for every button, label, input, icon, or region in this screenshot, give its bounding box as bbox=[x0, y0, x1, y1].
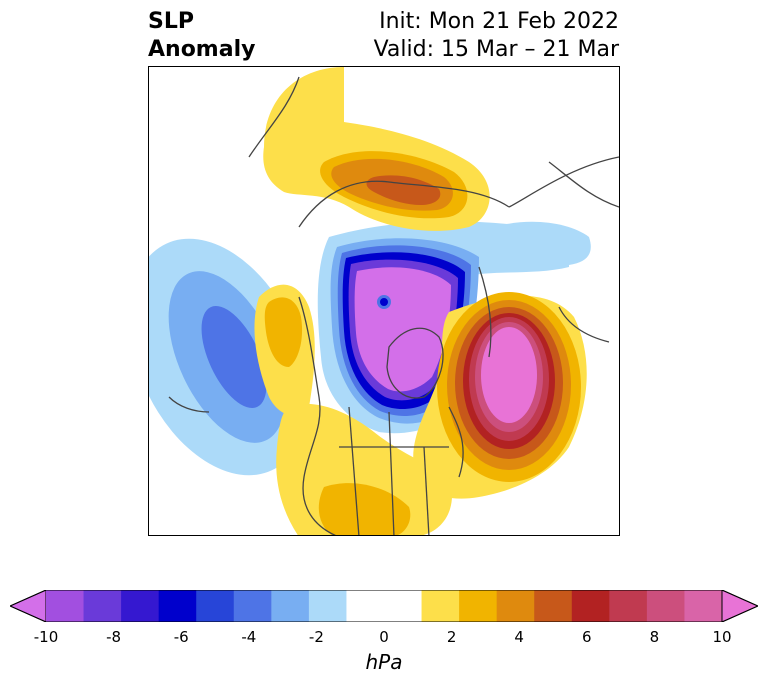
colorbar-unit: hPa bbox=[365, 650, 403, 674]
map-title: SLP Anomaly bbox=[148, 8, 255, 64]
colorbar-segment bbox=[158, 590, 197, 622]
coastlines bbox=[168, 76, 619, 535]
colorbar-segment bbox=[121, 590, 160, 622]
colorbar-tick-label: -4 bbox=[241, 628, 257, 646]
title-line-2: Anomaly bbox=[148, 37, 256, 62]
colorbar-tick-label: -8 bbox=[106, 628, 122, 646]
init-date: Init: Mon 21 Feb 2022 bbox=[379, 9, 619, 34]
colorbar-segment bbox=[496, 590, 535, 622]
colorbar-segment bbox=[571, 590, 610, 622]
colorbar-tick-label: 4 bbox=[514, 628, 524, 646]
colorbar-segment bbox=[83, 590, 122, 622]
colorbar-segment bbox=[384, 590, 423, 622]
colorbar-segment bbox=[534, 590, 573, 622]
west-coast-high-anomaly bbox=[254, 284, 315, 416]
colorbar-segment bbox=[233, 590, 272, 622]
colorbar-arrow-right bbox=[721, 589, 760, 623]
colorbar bbox=[8, 589, 760, 623]
siberian-high-anomaly bbox=[263, 67, 490, 231]
colorbar-segment bbox=[421, 590, 460, 622]
colorbar-tick-label: 8 bbox=[649, 628, 660, 646]
atlantic-high-anomaly bbox=[413, 292, 587, 499]
colorbar-segment bbox=[308, 590, 347, 622]
anomaly-map-svg bbox=[149, 67, 619, 535]
arctic-low-anomaly bbox=[317, 221, 569, 434]
colorbar-segment bbox=[459, 590, 498, 622]
colorbar-segment bbox=[271, 590, 310, 622]
colorbar-tick-label: 10 bbox=[712, 628, 732, 646]
colorbar-tick-label: 0 bbox=[379, 628, 389, 646]
title-line-1: SLP bbox=[148, 9, 194, 34]
anomaly-map bbox=[148, 66, 620, 536]
east-europe-low-anomaly bbox=[486, 221, 591, 266]
colorbar-segment bbox=[196, 590, 235, 622]
colorbar-segment bbox=[609, 590, 648, 622]
valid-range: Valid: 15 Mar – 21 Mar bbox=[373, 37, 619, 62]
colorbar-segment bbox=[646, 590, 685, 622]
run-info: Init: Mon 21 Feb 2022 Valid: 15 Mar – 21… bbox=[374, 8, 619, 64]
colorbar-tick-label: 6 bbox=[582, 628, 592, 646]
colorbar-segment bbox=[346, 590, 385, 622]
conus-high-anomaly bbox=[276, 403, 453, 535]
colorbar-arrow-left bbox=[8, 589, 47, 623]
colorbar-svg bbox=[8, 589, 760, 623]
colorbar-segment bbox=[684, 590, 723, 622]
colorbar-tick-label: -2 bbox=[308, 628, 324, 646]
colorbar-tick-label: -6 bbox=[173, 628, 189, 646]
colorbar-segment bbox=[46, 590, 85, 622]
colorbar-tick-label: 2 bbox=[446, 628, 457, 646]
colorbar-tick-label: -10 bbox=[33, 628, 59, 646]
